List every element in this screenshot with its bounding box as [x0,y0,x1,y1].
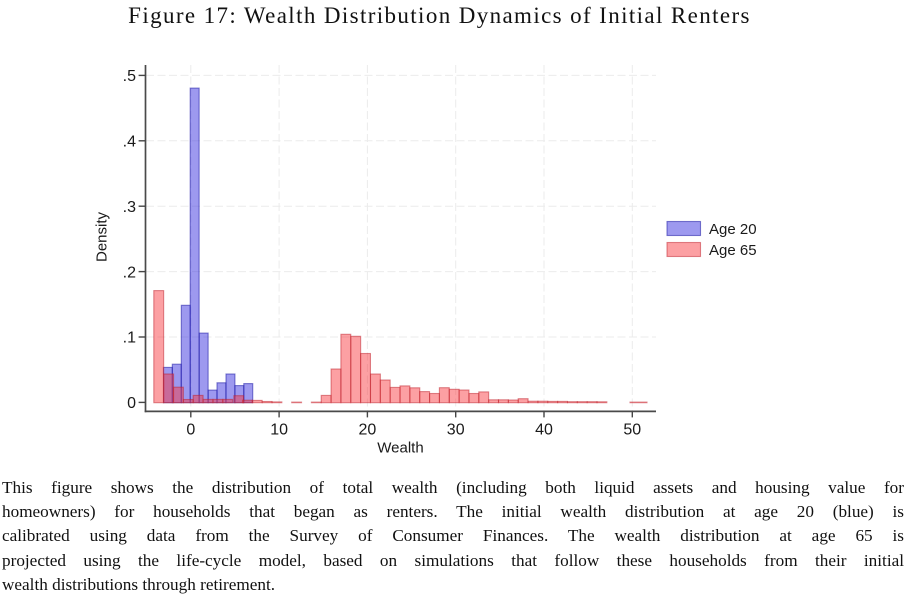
svg-text:10: 10 [270,422,288,439]
svg-text:.2: .2 [123,264,136,281]
svg-text:0: 0 [127,395,136,412]
svg-text:.1: .1 [123,330,136,347]
svg-text:40: 40 [535,422,553,439]
svg-text:Age 20: Age 20 [709,221,757,238]
svg-text:.4: .4 [123,134,136,151]
svg-text:Age 65: Age 65 [709,242,757,259]
svg-text:Density: Density [94,211,111,262]
svg-text:0: 0 [186,422,195,439]
svg-text:50: 50 [623,422,641,439]
svg-text:20: 20 [359,422,377,439]
svg-text:30: 30 [447,422,465,439]
svg-text:Wealth: Wealth [377,440,423,457]
svg-text:.5: .5 [123,68,136,85]
svg-text:.3: .3 [123,199,136,216]
